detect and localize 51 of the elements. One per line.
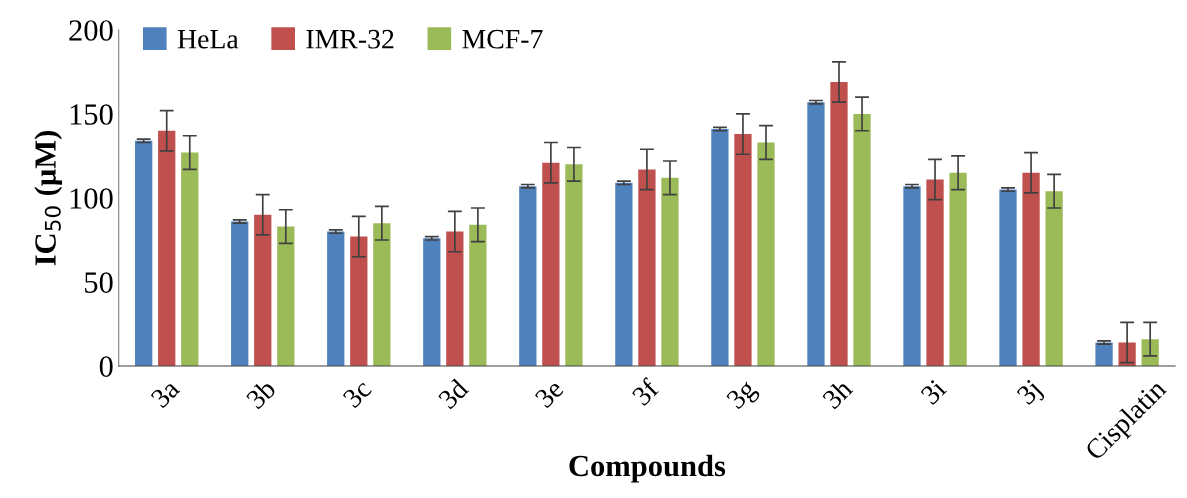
bar xyxy=(423,238,441,367)
x-tick-label: 3g xyxy=(725,378,762,414)
x-tick-label: 3f xyxy=(630,376,661,407)
x-tick-label: 3j xyxy=(1016,379,1046,410)
y-axis-title: IC$_{50}$ (µM) xyxy=(34,131,63,266)
legend-label: MCF-7 xyxy=(462,29,543,49)
x-tick-label: 3c xyxy=(342,378,373,409)
bar xyxy=(830,81,848,367)
y-tick-label: 0 xyxy=(99,356,113,377)
bar xyxy=(903,186,921,367)
bar xyxy=(373,223,391,367)
bar xyxy=(158,130,176,367)
bar xyxy=(350,236,368,367)
bar xyxy=(711,129,729,367)
bar xyxy=(181,152,199,367)
bar xyxy=(1045,191,1063,367)
x-tick-label: 3i xyxy=(920,378,948,406)
y-tick-label: 100 xyxy=(70,188,113,209)
bar xyxy=(469,224,487,367)
bar xyxy=(565,164,583,367)
bar xyxy=(1022,172,1040,367)
bar xyxy=(542,162,560,367)
bar xyxy=(807,102,825,367)
bar xyxy=(999,189,1017,367)
bar xyxy=(327,231,345,367)
bar xyxy=(1095,342,1113,367)
x-tick-label: 3e xyxy=(534,378,565,409)
bar xyxy=(757,142,775,367)
bar xyxy=(277,226,295,367)
y-tick-label: 50 xyxy=(85,272,113,293)
legend-label: IMR-32 xyxy=(306,29,394,49)
bar xyxy=(661,177,679,367)
legend-label: HeLa xyxy=(177,30,239,49)
x-tick-label: 3b xyxy=(244,377,277,410)
x-axis-title: Compounds xyxy=(569,454,726,483)
x-tick-label: 3d xyxy=(437,377,470,410)
x-tick-label: 3h xyxy=(821,377,854,410)
bar xyxy=(135,140,153,367)
bar xyxy=(231,221,249,367)
bar xyxy=(615,182,633,367)
bar xyxy=(949,172,967,367)
y-tick-label: 150 xyxy=(70,104,113,125)
bar xyxy=(519,186,537,367)
bar xyxy=(926,179,944,367)
x-tick-label: 3a xyxy=(150,378,181,409)
bar xyxy=(254,214,272,367)
bar xyxy=(734,134,752,367)
bar xyxy=(446,231,464,367)
bar xyxy=(853,113,871,367)
bar xyxy=(638,169,656,367)
y-tick-label: 200 xyxy=(69,20,113,41)
